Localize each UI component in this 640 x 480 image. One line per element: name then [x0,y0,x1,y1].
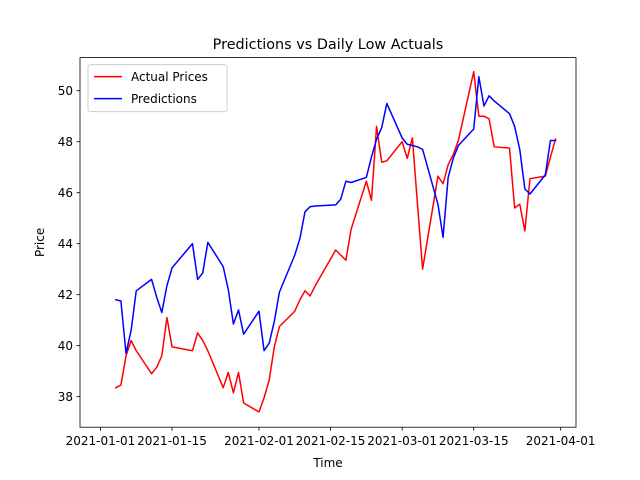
y-tick-label: 48 [58,135,73,149]
x-tick-label: 2021-02-15 [296,434,366,448]
y-axis: 38 40 42 44 46 48 50 [58,84,80,404]
series-layer [114,70,557,413]
x-tick-label: 2021-03-15 [439,434,509,448]
y-tick-label: 38 [58,390,73,404]
series-line-predictions [114,75,557,355]
legend-label-actual-prices: Actual Prices [131,70,208,84]
y-tick-label: 42 [58,288,73,302]
y-tick-label: 40 [58,339,73,353]
x-tick-label: 2021-03-01 [367,434,437,448]
plot-frame [79,57,577,428]
series-line-actual-prices [114,70,557,413]
x-tick-label: 2021-02-01 [224,434,294,448]
chart-title: Predictions vs Daily Low Actuals [213,37,444,53]
x-axis-label: Time [312,456,342,470]
y-axis-label: Price [33,228,47,257]
x-tick-label: 2021-01-15 [137,434,207,448]
legend-label-predictions: Predictions [131,92,197,106]
y-tick-label: 46 [58,186,73,200]
legend: Actual Prices Predictions [87,64,228,113]
y-tick-label: 50 [58,84,73,98]
x-tick-label: 2021-01-01 [66,434,136,448]
x-axis: 2021-01-01 2021-01-15 2021-02-01 2021-02-15… [66,427,596,448]
y-tick-label: 44 [58,237,73,251]
x-tick-label: 2021-04-01 [526,434,596,448]
legend-box [87,64,228,113]
